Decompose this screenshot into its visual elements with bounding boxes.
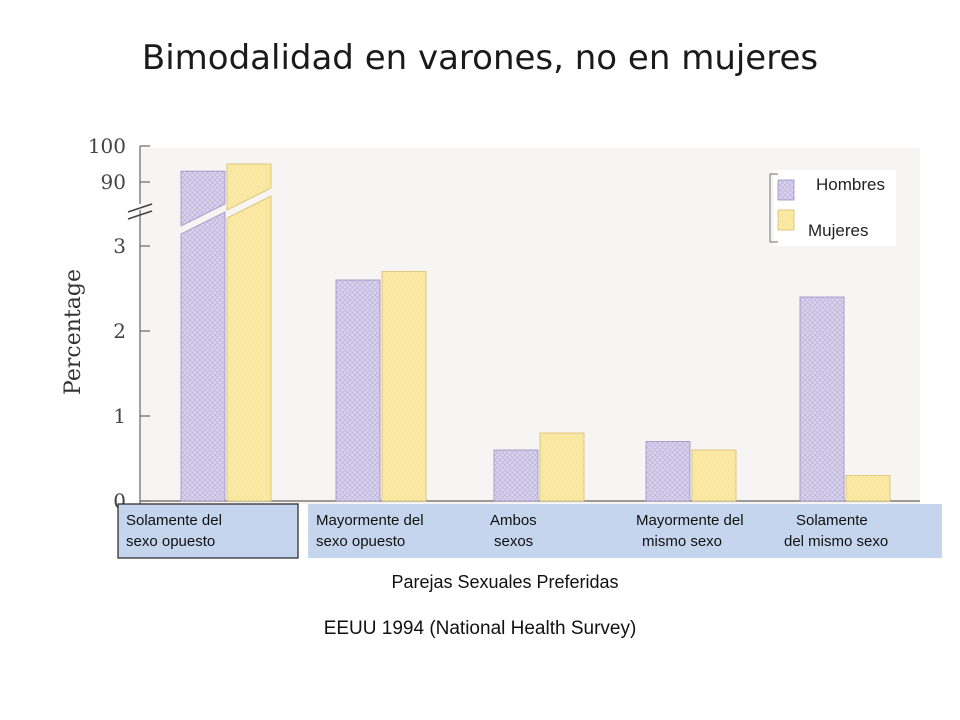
bar-men-upper <box>180 170 226 227</box>
category-box-first <box>117 503 299 559</box>
bar-men <box>493 449 539 502</box>
bar-women <box>845 475 891 502</box>
bar-women <box>539 432 585 502</box>
x-category-label: Solamente del <box>126 512 222 529</box>
x-category-label: Mayormente del <box>636 512 744 529</box>
x-category-label: Ambos <box>490 512 537 529</box>
x-category-label: Mayormente del <box>316 512 424 529</box>
bar-women <box>691 449 737 502</box>
bar-men <box>645 441 691 502</box>
y-tick-label: 90 <box>101 170 126 194</box>
axis-break-mark <box>127 210 153 220</box>
y-axis-label: Percentage <box>61 269 86 395</box>
legend-swatch-women <box>777 209 795 231</box>
legend-label-men: Hombres <box>816 175 885 194</box>
bar-women <box>381 271 427 502</box>
legend-swatch-men <box>777 179 795 201</box>
source-note: EEUU 1994 (National Health Survey) <box>323 618 637 639</box>
x-category-label: Solamente <box>796 512 868 529</box>
bar-women-lower <box>226 195 272 502</box>
y-tick-label: 1 <box>113 404 126 428</box>
legend: Hombres Mujeres <box>769 170 896 246</box>
category-band <box>308 504 942 558</box>
y-tick-label: 2 <box>113 319 126 343</box>
x-axis-label: Parejas Sexuales Preferidas <box>391 572 619 592</box>
y-tick-label: 3 <box>113 234 126 258</box>
slide-title: Bimodalidad en varones, no en mujeres <box>141 38 819 78</box>
x-category-label: del mismo sexo <box>784 533 888 550</box>
axis-break-mark <box>127 203 153 213</box>
bar-men-lower <box>180 211 226 502</box>
x-category-label: mismo sexo <box>642 533 722 550</box>
bar-women-upper <box>226 163 272 211</box>
x-category-label: sexos <box>494 533 533 550</box>
x-category-label: sexo opuesto <box>316 533 405 550</box>
x-category-label: sexo opuesto <box>126 533 215 550</box>
bar-men <box>799 296 845 502</box>
y-tick-label: 100 <box>88 134 126 158</box>
legend-label-women: Mujeres <box>808 221 868 240</box>
bar-men <box>335 279 381 502</box>
